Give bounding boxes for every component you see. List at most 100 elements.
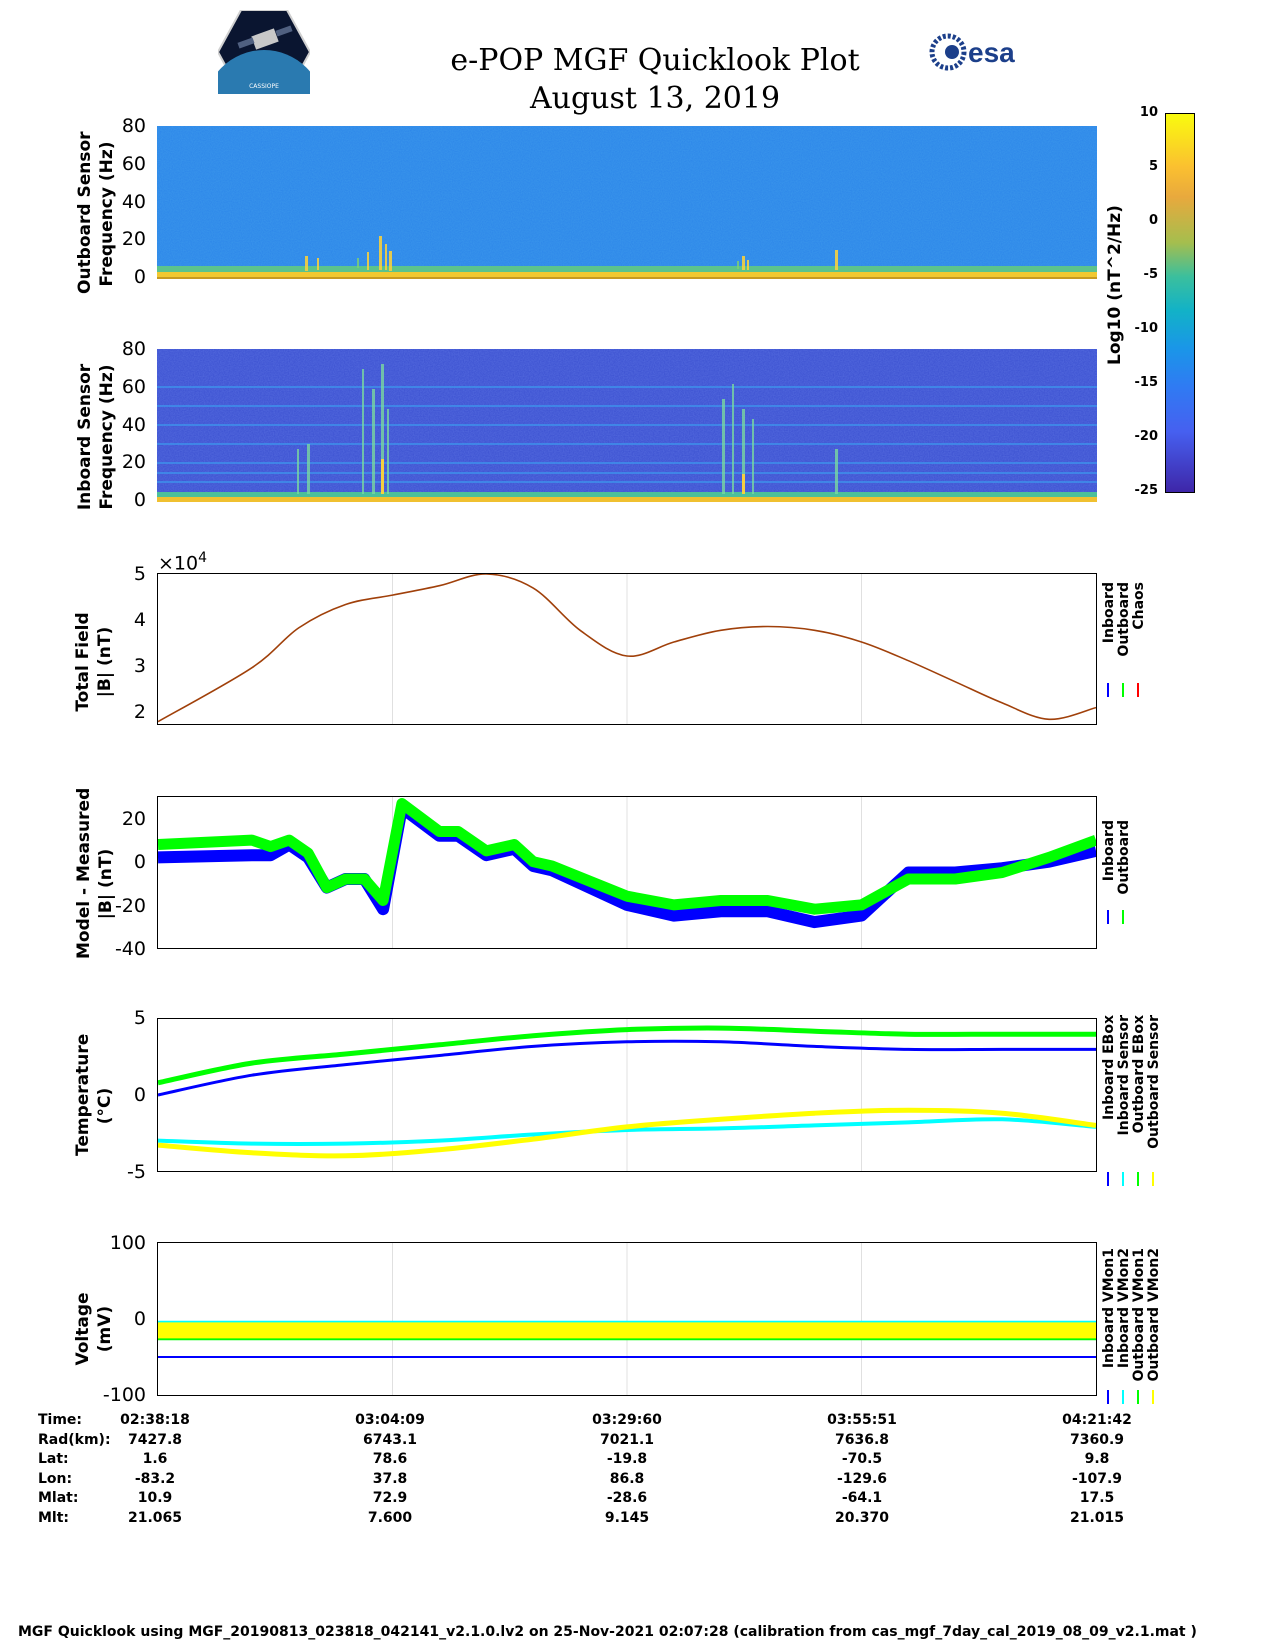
orbit-cell: 03:29:60 <box>592 1412 662 1428</box>
legend-label: Inboard <box>1101 582 1117 644</box>
legend-swatch <box>1107 683 1109 697</box>
orbit-cell: -107.9 <box>1071 1470 1123 1487</box>
legend-label: Inboard <box>1101 820 1117 882</box>
orbit-cell: 10.9 <box>137 1490 173 1506</box>
temperature-panel <box>157 1018 1097 1172</box>
orbit-cell: 03:04:09 <box>355 1412 425 1428</box>
legend-label: Inboard VMon2 <box>1116 1248 1132 1369</box>
colorbar <box>1165 113 1195 493</box>
legend-label: Inboard EBox <box>1101 1015 1117 1120</box>
orbit-row-label: Mlt: <box>38 1509 70 1526</box>
voltage-panel <box>157 1242 1097 1396</box>
legend-swatch <box>1122 683 1124 697</box>
legend-label: Outboard Sensor <box>1146 1015 1162 1149</box>
orbit-cell: 03:55:51 <box>827 1412 897 1428</box>
colorbar-tick-label: -15 <box>1134 375 1159 390</box>
legend-swatch <box>1122 1172 1124 1186</box>
y-tick-label: 5 <box>133 563 146 585</box>
plot-title: e-POP MGF Quicklook Plot <box>450 43 860 78</box>
orbit-cell: 21.065 <box>127 1509 183 1526</box>
orbit-cell: 6743.1 <box>362 1431 418 1448</box>
plot-date: August 13, 2019 <box>529 81 781 116</box>
legend-swatch <box>1107 1172 1109 1186</box>
orbit-cell: 20.370 <box>834 1509 890 1526</box>
y-tick-label: 0 <box>133 1084 146 1106</box>
y-tick-label: 0 <box>133 489 146 511</box>
colorbar-tick-label: 5 <box>1148 159 1158 174</box>
y-tick-label: 0 <box>133 1308 146 1330</box>
y-tick-label: -100 <box>102 1384 146 1406</box>
orbit-cell: 9.145 <box>604 1509 650 1526</box>
orbit-row-label: Lon: <box>38 1470 73 1487</box>
orbit-cell: 7360.9 <box>1069 1431 1125 1448</box>
legend-swatch <box>1107 910 1109 924</box>
y-tick-label: 40 <box>121 413 146 436</box>
colorbar-tick-label: -25 <box>1134 483 1159 498</box>
orbit-cell: -28.6 <box>606 1490 648 1506</box>
y-tick-label: 40 <box>121 190 146 213</box>
legend-swatch <box>1122 910 1124 924</box>
model-panel <box>157 796 1097 949</box>
svg-text:esa: esa <box>968 37 1015 68</box>
y-tick-label: 60 <box>121 375 146 398</box>
orbit-cell: 1.6 <box>142 1451 168 1467</box>
orbit-cell: 37.8 <box>372 1470 408 1487</box>
legend-swatch <box>1152 1390 1154 1404</box>
y-tick-label: 2 <box>133 701 146 723</box>
legend-label: Outboard <box>1116 582 1132 657</box>
orbit-cell: -129.6 <box>836 1470 888 1487</box>
footer-caption: MGF Quicklook using MGF_20190813_023818_… <box>18 1624 1197 1640</box>
series-outboard-ebox-line <box>158 1025 1096 1086</box>
series-chaos-line <box>158 574 1096 723</box>
series-outboard-sensor-line <box>158 1107 1096 1159</box>
model-ylabel: Model - Measured |B| (nT) <box>74 787 116 959</box>
orbit-row-label: Time: <box>38 1412 83 1428</box>
y-tick-label: 0 <box>133 851 146 874</box>
legend-swatch <box>1122 1390 1124 1404</box>
y-tick-label: -40 <box>114 938 146 960</box>
legend-label: Outboard <box>1116 820 1132 895</box>
colorbar-label: Log10 (nT^2/Hz) <box>1105 205 1125 365</box>
svg-text:CASSIOPE: CASSIOPE <box>249 83 279 90</box>
total-field-panel <box>157 573 1097 725</box>
y-tick-label: 60 <box>121 152 146 175</box>
y-tick-label: 80 <box>121 115 146 137</box>
series-inboard-sensor-line <box>158 1117 1096 1146</box>
y-tick-label: 3 <box>133 655 146 677</box>
y-tick-label: 4 <box>133 609 146 631</box>
orbit-row-label: Rad(km): <box>38 1431 111 1448</box>
y-tick-label: 100 <box>109 1232 146 1254</box>
legend-label: Outboard VMon2 <box>1146 1248 1162 1382</box>
orbit-cell: 17.5 <box>1079 1490 1115 1506</box>
orbit-cell: 04:21:42 <box>1062 1412 1132 1428</box>
y-tick-label: 20 <box>121 808 146 830</box>
legend-label: Inboard VMon1 <box>1101 1248 1117 1369</box>
colorbar-tick-label: -20 <box>1134 429 1159 444</box>
orbit-cell: 7636.8 <box>834 1431 890 1448</box>
total-field-exponent: ×104 <box>158 550 208 575</box>
orbit-cell: -83.2 <box>134 1470 176 1487</box>
outboard-spectrogram <box>157 126 1097 279</box>
orbit-cell: 7.600 <box>367 1509 413 1526</box>
y-tick-label: 20 <box>121 451 146 474</box>
legend-label: Inboard Sensor <box>1116 1015 1132 1136</box>
legend-swatch <box>1137 1172 1139 1186</box>
orbit-cell: 86.8 <box>609 1470 645 1487</box>
orbit-cell: 9.8 <box>1084 1451 1110 1467</box>
y-tick-label: 0 <box>133 266 146 288</box>
orbit-row-label: Mlat: <box>38 1490 79 1506</box>
legend-swatch <box>1137 1390 1139 1404</box>
y-tick-label: -5 <box>127 1161 146 1183</box>
legend-swatch <box>1152 1172 1154 1186</box>
y-tick-label: 20 <box>121 228 146 251</box>
legend-swatch <box>1107 1390 1109 1404</box>
temperature-ylabel: Temperature (°C) <box>73 1033 115 1156</box>
orbit-row-label: Lat: <box>38 1451 69 1467</box>
orbit-cell: 7021.1 <box>599 1431 655 1448</box>
voltage-ylabel: Voltage (mV) <box>73 1292 115 1366</box>
y-tick-label: -20 <box>114 894 146 917</box>
colorbar-tick-label: -5 <box>1143 267 1158 282</box>
orbit-cell: 78.6 <box>372 1451 408 1467</box>
esa-logo: esa <box>928 32 1038 72</box>
legend-label: Chaos <box>1131 582 1147 630</box>
